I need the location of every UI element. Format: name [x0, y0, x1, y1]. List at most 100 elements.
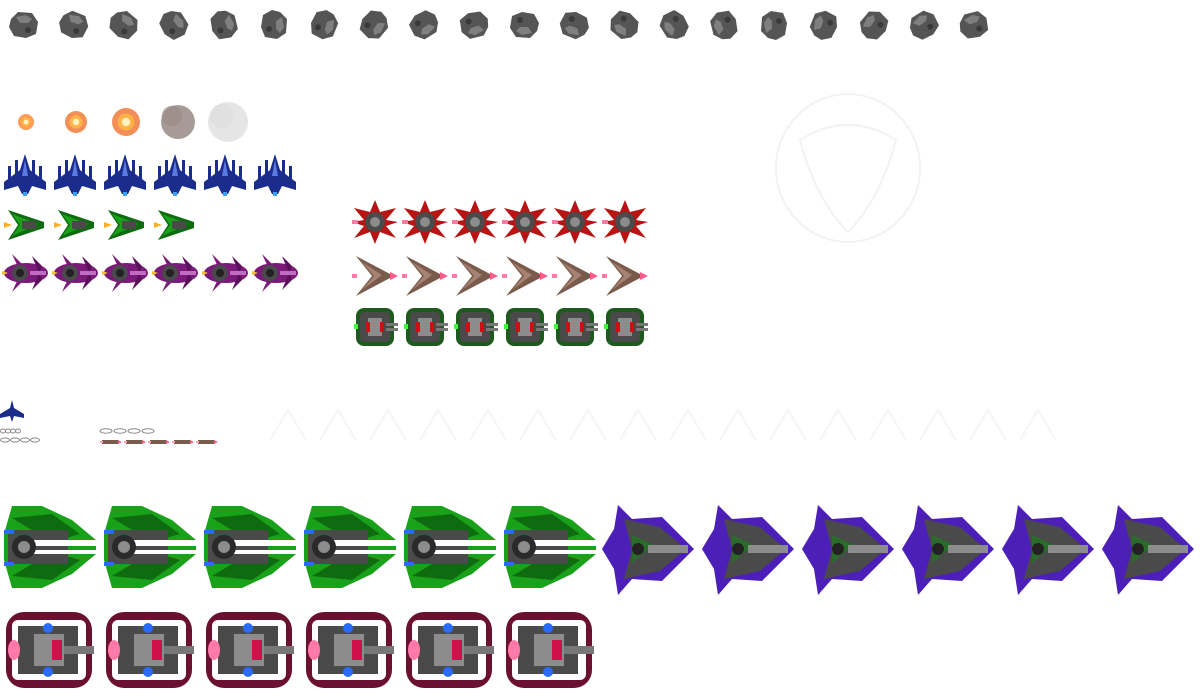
asteroid-sprite [510, 12, 539, 38]
green-boss-sprite [304, 506, 396, 588]
explosion-sprite [208, 102, 248, 142]
green-tank-sprite [404, 308, 448, 346]
green-tank-sprite [454, 308, 498, 346]
violet-boss-sprite [802, 505, 894, 595]
mini-missile [124, 440, 146, 444]
asteroid-sprite [659, 10, 689, 40]
red-boss-sprite [506, 612, 594, 688]
red-spiked-sprite [602, 200, 648, 244]
violet-boss-sprite [902, 505, 994, 595]
asteroid-sprite [710, 10, 738, 40]
purple-crab-row [2, 254, 298, 292]
asteroid-sprite [761, 11, 787, 40]
asteroid-sprite [909, 10, 939, 40]
asteroid-sprite [610, 10, 639, 40]
mini-chain-large [99, 428, 155, 434]
blue-fighter-sprite [4, 154, 46, 196]
purple-crab-sprite [2, 254, 48, 292]
blue-fighter-sprite [254, 154, 296, 196]
asteroid-sprite [9, 12, 38, 38]
explosion-row [18, 102, 248, 142]
purple-crab-sprite [252, 254, 298, 292]
asteroid-sprite [459, 11, 489, 39]
red-spiked-sprite [402, 200, 448, 244]
green-boss-sprite [204, 506, 296, 588]
asteroid-sprite [809, 10, 837, 40]
explosion-sprite [65, 111, 87, 133]
ghost-row [269, 408, 1057, 441]
mini-missile [172, 440, 194, 444]
mini-fighter [0, 400, 24, 422]
green-boss-sprite [4, 506, 96, 588]
green-tank-sprite [504, 308, 548, 346]
brown-chevron-sprite [602, 256, 648, 296]
green-boss-sprite [104, 506, 196, 588]
explosion-sprite [18, 114, 34, 130]
green-dart-row [4, 210, 194, 240]
mini-missile [196, 440, 218, 444]
mini-missiles [100, 440, 218, 444]
mini-icons-row [0, 400, 218, 444]
green-boss-sprite [504, 506, 596, 588]
red-boss-sprite [306, 612, 394, 688]
asteroid-sprite [109, 10, 138, 40]
red-spiked-sprite [552, 200, 598, 244]
red-boss-sprite [106, 612, 194, 688]
purple-crab-sprite [152, 254, 198, 292]
purple-crab-sprite [52, 254, 98, 292]
asteroid-sprite [159, 10, 189, 40]
blue-fighter-row [4, 154, 296, 196]
green-tank-sprite [604, 308, 648, 346]
asteroid-sprite [409, 10, 439, 40]
mini-missile [100, 440, 122, 444]
brown-chevron-row [352, 256, 648, 296]
asteroid-sprite [59, 10, 89, 38]
red-boss-sprite [206, 612, 294, 688]
green-dart-sprite [54, 210, 94, 240]
explosion-sprite [112, 108, 140, 136]
purple-crab-sprite [102, 254, 148, 292]
purple-crab-sprite [202, 254, 248, 292]
green-dart-sprite [104, 210, 144, 240]
brown-chevron-sprite [452, 256, 498, 296]
violet-boss-sprite [702, 505, 794, 595]
violet-boss-sprite [1002, 505, 1094, 595]
brown-chevron-sprite [552, 256, 598, 296]
blue-fighter-sprite [54, 154, 96, 196]
asteroid-sprite [359, 10, 389, 39]
mini-sprite [0, 400, 218, 444]
red-boss-sprite [6, 612, 94, 688]
green-tank-row [354, 308, 648, 346]
green-boss-sprite [404, 506, 496, 588]
asteroid-row [9, 10, 989, 40]
green-dart-sprite [4, 210, 44, 240]
asteroid-sprite [311, 10, 339, 40]
mini-chain-small [0, 428, 40, 443]
mini-missile [148, 440, 170, 444]
red-boss-sprite [406, 612, 494, 688]
asteroid-sprite [261, 10, 287, 39]
asteroid-sprite [559, 12, 589, 40]
ghost-outline [775, 93, 921, 243]
green-tank-sprite [354, 308, 398, 346]
red-spiked-row [352, 200, 648, 244]
asteroid-sprite [859, 11, 889, 40]
asteroid-sprite [210, 10, 238, 40]
red-spiked-sprite [502, 200, 548, 244]
green-dart-sprite [154, 210, 194, 240]
blue-fighter-sprite [204, 154, 246, 196]
violet-boss-row [602, 505, 1194, 595]
blue-fighter-sprite [104, 154, 146, 196]
red-boss-row [6, 612, 594, 688]
red-spiked-sprite [452, 200, 498, 244]
brown-chevron-sprite [402, 256, 448, 296]
green-tank-sprite [554, 308, 598, 346]
brown-chevron-sprite [352, 256, 398, 296]
violet-boss-sprite [602, 505, 694, 595]
blue-fighter-sprite [154, 154, 196, 196]
explosion-sprite [161, 105, 195, 139]
brown-chevron-sprite [502, 256, 548, 296]
violet-boss-sprite [1102, 505, 1194, 595]
